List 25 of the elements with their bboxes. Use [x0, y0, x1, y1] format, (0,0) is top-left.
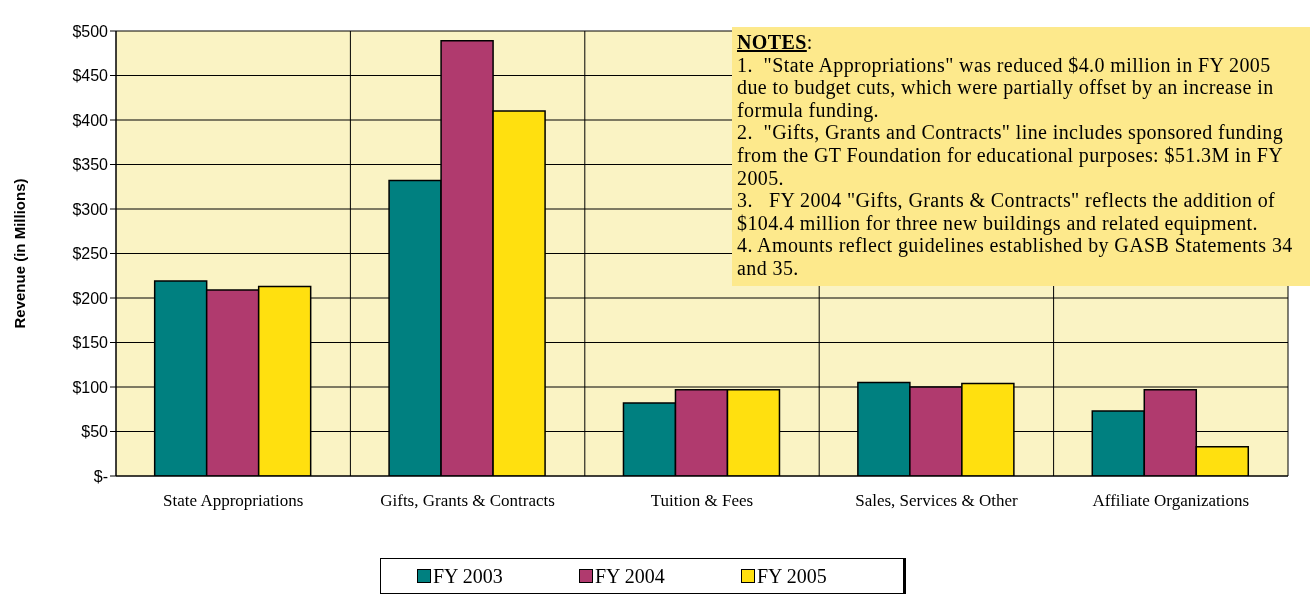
annotation: 3. FY 2004 "Gifts, Grants & Contracts" reflects the addition of $104.4 million for three new buildings and related equipment.: [737, 189, 1277, 235]
y-tick-label: $-: [93, 467, 108, 485]
y-tick-label: $400: [72, 111, 109, 129]
x-tick-label: Gifts, Grants & Contracts: [380, 491, 555, 511]
x-tick-label: State Appropriations: [163, 491, 304, 511]
legend-label: FY 2003: [433, 564, 503, 588]
y-axis-title: Revenue (in Millions): [10, 178, 28, 329]
y-tick-label: $350: [72, 156, 109, 174]
legend-label: FY 2004: [595, 564, 665, 588]
annotation: NOTES:: [737, 31, 814, 54]
y-tick-label: $50: [81, 423, 109, 441]
annotation: 4. Amounts reflect guidelines established by GASB Statements 34 and 35.: [737, 234, 1294, 280]
y-tick-label: $450: [72, 67, 109, 85]
y-tick-label: $150: [72, 334, 109, 352]
legend-label: FY 2005: [757, 564, 827, 588]
y-tick-label: $250: [72, 245, 109, 263]
x-tick-label: Sales, Services & Other: [855, 491, 1018, 511]
annotation: 1. "State Appropriations" was reduced $4.0 million in FY 2005 due to budget cuts, which were partially offset by an increase in formula funding.: [737, 53, 1275, 122]
x-tick-label: Tuition & Fees: [650, 491, 754, 511]
y-tick-label: $100: [72, 378, 109, 396]
x-tick-label: Affiliate Organizations: [1092, 491, 1250, 511]
y-tick-label: $500: [72, 22, 109, 40]
y-tick-label: $200: [72, 289, 109, 307]
y-tick-label: $300: [72, 200, 109, 218]
annotation: 2. "Gifts, Grants and Contracts" line includes sponsored funding from the GT Foundation for educational purposes: $51.3M in FY 2005.: [737, 121, 1285, 190]
